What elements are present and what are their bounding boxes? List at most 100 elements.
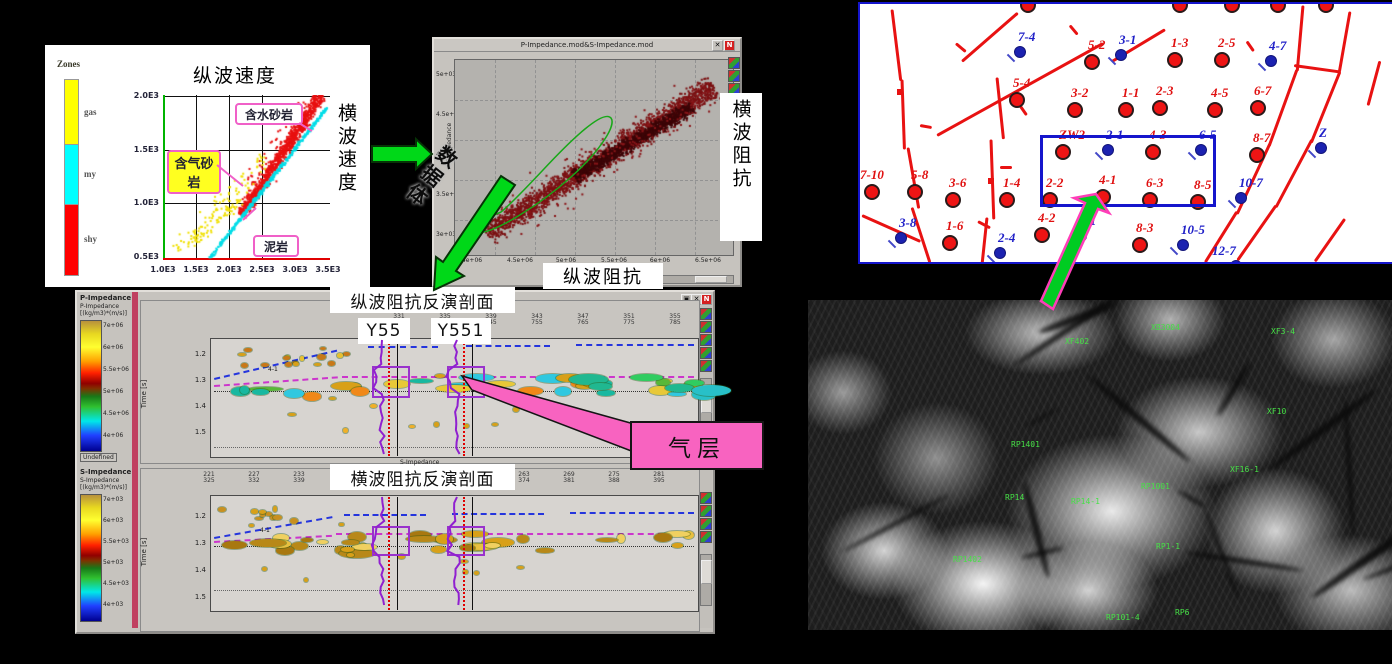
well-name-label: 3-8 bbox=[899, 215, 917, 230]
well-name-label: 4-7 bbox=[1269, 38, 1287, 53]
toolbar-icon[interactable] bbox=[700, 360, 712, 372]
section-anomaly-blob bbox=[405, 536, 443, 543]
well-dot[interactable] bbox=[1230, 260, 1242, 262]
well-dot[interactable] bbox=[1315, 142, 1327, 154]
section-anomaly-blob bbox=[239, 385, 249, 395]
well-dot[interactable] bbox=[864, 184, 880, 200]
s-cbar-tick: 5.5e+03 bbox=[103, 538, 129, 545]
section-anomaly-blob bbox=[316, 354, 326, 361]
well-name-label: 10-5 bbox=[1181, 222, 1205, 237]
well-dot[interactable] bbox=[1118, 102, 1134, 118]
toolbar-icon[interactable] bbox=[700, 321, 712, 333]
section-anomaly-blob bbox=[343, 428, 349, 433]
toolbar-icon[interactable] bbox=[728, 57, 740, 69]
slice-well-label: XF10 bbox=[1267, 407, 1287, 416]
toolbar-icon[interactable] bbox=[700, 492, 712, 504]
vel-y-tick: 2.0E3 bbox=[133, 91, 159, 100]
well-dot[interactable] bbox=[1084, 54, 1100, 70]
p-cbar-tick: 5.5e+06 bbox=[103, 366, 129, 373]
impedance-window-titlebar[interactable]: P-Impedance.mod&S-Impedance.mod bbox=[434, 39, 740, 52]
well-dot[interactable] bbox=[1102, 144, 1114, 156]
toolbar-icon[interactable] bbox=[700, 308, 712, 320]
section-anomaly-blob bbox=[251, 388, 269, 395]
well-name-label: ZW2 bbox=[1059, 127, 1085, 142]
slice-well-label: RP14 bbox=[1005, 493, 1025, 502]
section-anomaly-blob bbox=[430, 545, 447, 553]
trace-label: 351 775 bbox=[623, 313, 635, 326]
toolbar-icon[interactable] bbox=[700, 334, 712, 346]
s-cbar-tick: 5e+03 bbox=[103, 559, 124, 566]
well-dot-clipped[interactable] bbox=[1172, 4, 1188, 13]
well-name-label: 6-5 bbox=[1199, 127, 1217, 142]
well-dot-clipped[interactable] bbox=[1224, 4, 1240, 13]
selection-lasso bbox=[473, 115, 613, 233]
p-impedance-colorbar bbox=[80, 320, 102, 452]
well-dot[interactable] bbox=[1075, 230, 1087, 242]
section-anomaly-blob bbox=[222, 541, 248, 550]
horizon-line bbox=[452, 513, 544, 515]
section-anomaly-blob bbox=[273, 515, 282, 521]
toolbar-icon[interactable] bbox=[728, 70, 740, 82]
close-icon[interactable]: ✕ bbox=[712, 40, 723, 51]
well-dot[interactable] bbox=[1115, 49, 1127, 61]
well-dot[interactable] bbox=[1214, 52, 1230, 68]
fault-line bbox=[1337, 11, 1352, 73]
fault-tick bbox=[1245, 40, 1255, 52]
slice-well-label: RP1402 bbox=[953, 555, 982, 564]
well-dot[interactable] bbox=[945, 192, 961, 208]
toolbar-icon[interactable] bbox=[700, 531, 712, 543]
well-dot[interactable] bbox=[1067, 102, 1083, 118]
well-dot[interactable] bbox=[907, 184, 923, 200]
well-dot[interactable] bbox=[1152, 100, 1168, 116]
toolbar-icon[interactable] bbox=[700, 505, 712, 517]
toolbar-icon[interactable] bbox=[700, 518, 712, 530]
section-anomaly-blob bbox=[282, 355, 290, 361]
well-dot[interactable] bbox=[1132, 237, 1148, 253]
section-anomaly-blob bbox=[665, 384, 694, 393]
well-dot[interactable] bbox=[1249, 147, 1265, 163]
section-anomaly-blob bbox=[350, 386, 370, 396]
well-dot[interactable] bbox=[1195, 144, 1207, 156]
section-anomaly-blob bbox=[300, 356, 305, 361]
well-dot[interactable] bbox=[1235, 192, 1247, 204]
well-dot[interactable] bbox=[1009, 92, 1025, 108]
well-dot[interactable] bbox=[1145, 144, 1161, 160]
well-dot[interactable] bbox=[1167, 52, 1183, 68]
well-dot[interactable] bbox=[1265, 55, 1277, 67]
velocity-plot-title: 纵波速度 bbox=[193, 65, 278, 87]
well-highlight-box bbox=[372, 526, 410, 556]
well-dot[interactable] bbox=[895, 232, 907, 244]
well-name-label: 1-3 bbox=[1171, 35, 1189, 50]
section-anomaly-blob bbox=[288, 412, 297, 417]
pane-divider[interactable] bbox=[132, 292, 138, 628]
trace-label: 281 395 bbox=[653, 471, 665, 484]
section-anomaly-blob bbox=[654, 533, 672, 543]
well-dot[interactable] bbox=[994, 247, 1006, 259]
section-anomaly-blob bbox=[328, 396, 336, 401]
legend-label-gas: gas bbox=[84, 106, 97, 117]
section-anomaly-blob bbox=[250, 509, 259, 514]
trace-label: 233 339 bbox=[293, 471, 305, 484]
well-dot[interactable] bbox=[999, 192, 1015, 208]
well-dot[interactable] bbox=[1207, 102, 1223, 118]
app-badge-icon[interactable]: N bbox=[724, 40, 735, 51]
app-badge-icon[interactable]: N bbox=[701, 294, 712, 305]
vel-y-tick: 1.5E3 bbox=[133, 145, 159, 154]
well-dot[interactable] bbox=[1250, 100, 1266, 116]
section-anomaly-blob bbox=[485, 542, 500, 548]
well-name-label: 12-7 bbox=[1212, 243, 1236, 258]
well-dot[interactable] bbox=[942, 235, 958, 251]
shear-impedance-axis-box: 横波阻抗 bbox=[720, 93, 762, 241]
well-dot[interactable] bbox=[1177, 239, 1189, 251]
horizon-line bbox=[368, 346, 438, 348]
well-dot[interactable] bbox=[1014, 46, 1026, 58]
section-anomaly-blob bbox=[316, 539, 329, 544]
v-scrollbar[interactable] bbox=[700, 554, 712, 606]
well-dot-clipped[interactable] bbox=[1318, 4, 1334, 13]
well-dot-clipped[interactable] bbox=[1020, 4, 1036, 13]
well-dot[interactable] bbox=[1034, 227, 1050, 243]
toolbar-icon[interactable] bbox=[700, 347, 712, 359]
section-anomaly-blob bbox=[283, 389, 304, 398]
well-dot[interactable] bbox=[1055, 144, 1071, 160]
well-dot-clipped[interactable] bbox=[1270, 4, 1286, 13]
